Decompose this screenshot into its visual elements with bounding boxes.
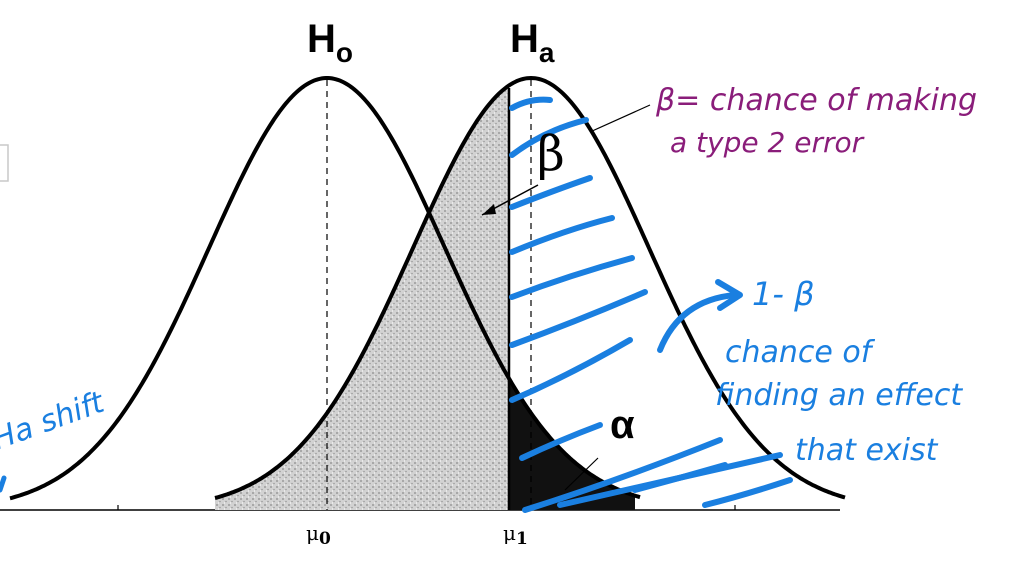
h0-label: Ho — [307, 17, 353, 68]
power-note-line3: that exist — [795, 433, 939, 468]
beta-note-line2: a type 2 error — [670, 126, 865, 159]
alpha-pointer-line — [564, 457, 599, 491]
edge-box — [0, 144, 9, 182]
ha-label: Ha — [510, 17, 555, 68]
left-note-stroke — [0, 475, 7, 493]
mu1-label: μ1 — [503, 521, 528, 549]
power-label: 1- β — [752, 275, 815, 313]
power-note-line2: finding an effect — [715, 378, 963, 413]
power-note-line1: chance of — [725, 335, 876, 370]
beta-note-line1: β= chance of making — [655, 83, 977, 118]
power-hatching — [509, 96, 793, 513]
mu0-label: μ0 — [306, 521, 331, 549]
power-arrow-head — [715, 279, 743, 311]
h0-curve — [9, 76, 641, 501]
power-arrow — [657, 292, 738, 353]
alpha-symbol: α — [610, 403, 635, 447]
beta-symbol: β — [537, 126, 565, 182]
alpha-region — [509, 378, 635, 510]
ha-curve — [214, 75, 846, 500]
beta-region — [215, 85, 509, 511]
beta-pointer-line — [589, 104, 651, 133]
beta-arrow-head — [482, 204, 496, 215]
